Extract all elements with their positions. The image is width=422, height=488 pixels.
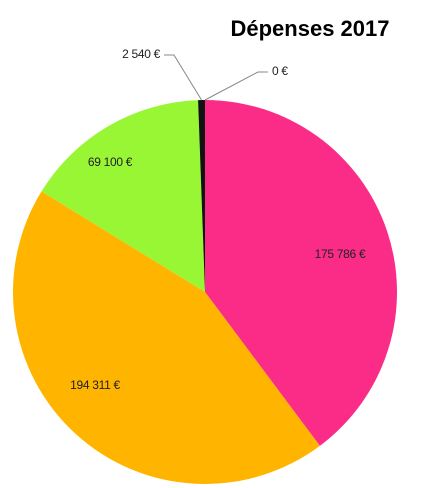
pie-slice bbox=[198, 100, 205, 292]
data-label: 2 540 € bbox=[122, 47, 161, 61]
data-label: 194 311 € bbox=[70, 378, 120, 392]
data-label: 175 786 € bbox=[315, 247, 366, 261]
data-label: 0 € bbox=[272, 64, 288, 78]
leader-line bbox=[164, 54, 202, 101]
leader-line bbox=[204, 71, 268, 101]
data-label: 69 100 € bbox=[88, 155, 133, 169]
pie-slice bbox=[12, 191, 320, 485]
pie-slice bbox=[41, 100, 205, 292]
chart-title: Dépenses 2017 bbox=[231, 16, 390, 41]
pie-slice bbox=[205, 100, 398, 446]
